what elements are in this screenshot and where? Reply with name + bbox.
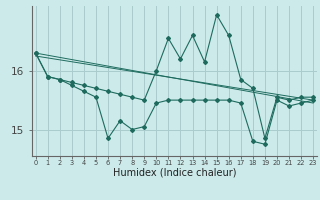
X-axis label: Humidex (Indice chaleur): Humidex (Indice chaleur) xyxy=(113,168,236,178)
